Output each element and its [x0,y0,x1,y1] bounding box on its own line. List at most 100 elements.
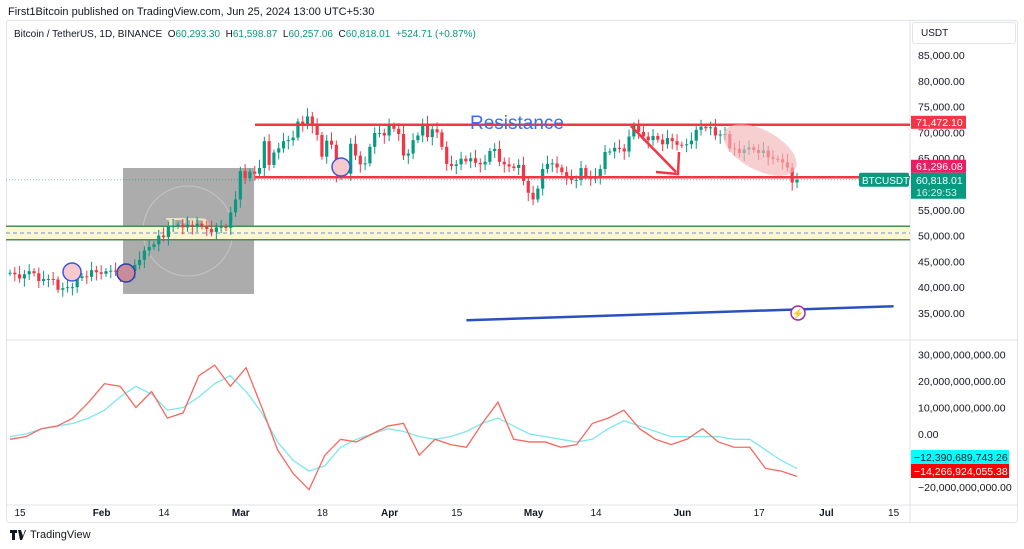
candle [680,141,684,149]
candle [142,246,146,269]
candle [545,155,550,174]
candle [401,125,406,161]
candle [51,271,55,286]
time-tick: 14 [158,508,170,519]
candle [176,221,180,229]
price-tick: 70,000.00 [918,127,965,139]
candle-body [483,161,487,165]
candle [473,149,478,168]
candle [272,149,276,169]
candle-body [291,137,295,141]
candle [214,222,218,241]
candle [507,157,511,173]
candle [286,135,290,150]
candle-body [488,150,492,162]
candle-body [651,136,655,141]
candle [608,148,612,156]
candle [469,152,473,169]
candle-body [320,134,324,157]
candle-body [209,228,214,232]
candle-body [99,272,103,274]
candle [248,168,252,182]
candle-body [32,271,36,274]
candle [713,118,718,140]
candle-body [718,134,722,136]
candle-body [56,279,60,290]
candle [478,158,482,173]
candle [257,159,262,179]
candle-body [377,132,382,134]
currency-selector[interactable]: USDT [912,22,1016,44]
candle [565,166,569,185]
candle [656,132,660,143]
candle [253,165,257,181]
candle-body [233,199,238,213]
time-tick: 18 [317,508,329,519]
candle [536,185,540,203]
candle-body [699,126,703,130]
candle-body [137,259,142,266]
candle [421,118,425,143]
candle [219,219,223,234]
candle-body [243,171,247,179]
candle-body [646,136,650,141]
candle [147,239,151,257]
down-arrow-icon [630,125,681,176]
candle-body [205,226,209,229]
candle-body [541,169,545,189]
highlight-circle [62,262,82,282]
candle [617,139,622,153]
candle-body [363,163,367,165]
highlight-circle [116,263,136,283]
candle [80,273,84,282]
candle [89,261,94,282]
candle [267,134,271,171]
candle [637,119,641,139]
candle-body [550,163,554,165]
candle-body [41,278,46,282]
candle [310,112,314,134]
candle-body [176,224,180,226]
candle [329,132,334,150]
candle [675,134,679,151]
candle [521,156,526,186]
symbol-tag-bg [859,172,909,187]
oscillator-value: −14,266,924,055.38 [914,466,1008,478]
candle-body [142,250,146,260]
lightning-icon: ⚡ [792,307,804,320]
price-label: 71,472.10 [916,117,963,129]
candle-body [166,226,170,238]
high-value: 61,598.87 [232,29,278,40]
candle-body [181,224,185,228]
change-value: +524.71 (+0.87%) [395,29,476,40]
candle-body [449,163,454,166]
price-label-bg [911,115,966,129]
candle [190,220,194,235]
candle-body [521,164,526,181]
symbol-tag: BTCUSDT [862,176,909,187]
candle-body [507,164,511,167]
candle-body [238,171,242,200]
candle-body [161,235,166,238]
candle [416,132,420,144]
candle-body [13,272,17,275]
candle-body [531,192,535,200]
candle-body [421,124,425,136]
candle [593,168,598,184]
candle [320,131,324,160]
candle [238,166,242,208]
candle [541,163,545,196]
time-tick: Mar [232,508,250,519]
candle-body [464,158,468,162]
candle-body [689,140,694,145]
candle-body [8,272,12,274]
price-tick: 75,000.00 [918,102,965,114]
footer-brand: TradingView [30,529,91,541]
candle [94,265,98,281]
candle [8,269,12,276]
candle [157,229,161,252]
candle [137,251,142,270]
candle-body [685,144,689,146]
candle-body [397,128,401,134]
